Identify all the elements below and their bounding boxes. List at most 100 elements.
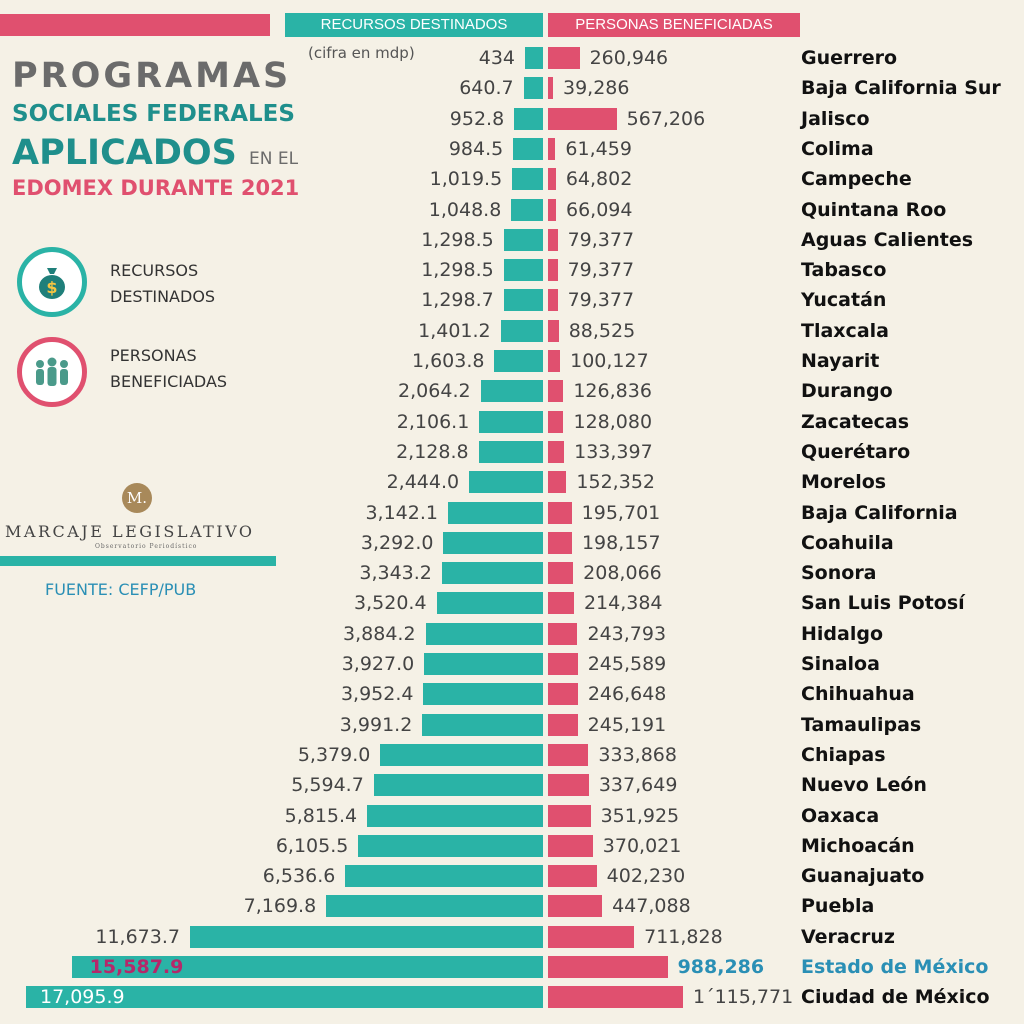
label-personas: 447,088: [612, 895, 691, 918]
state-label: Morelos: [801, 471, 887, 494]
bar-personas: [548, 350, 561, 372]
bar-personas: [548, 380, 564, 403]
label-recursos: 3,884.2: [343, 622, 416, 645]
state-label: Coahuila: [801, 531, 894, 554]
state-label: Durango: [801, 380, 893, 403]
state-label: Guerrero: [801, 47, 898, 69]
logo-mark: M.: [122, 483, 152, 513]
label-personas: 245,191: [587, 713, 667, 736]
label-personas: 79,377: [567, 228, 635, 251]
bar-personas: [548, 683, 578, 706]
bar-recursos: [441, 562, 543, 585]
label-personas: 195,701: [581, 501, 661, 524]
state-label: Tamaulipas: [801, 713, 922, 736]
label-personas: 351,925: [600, 804, 680, 827]
bar-recursos: [511, 198, 543, 221]
bar-personas: [548, 925, 635, 948]
title-line-2: SOCIALES FEDERALES: [12, 101, 295, 127]
bar-recursos: [443, 531, 543, 554]
label-recursos: 1,401.2: [418, 319, 491, 342]
bar-recursos: [422, 713, 543, 736]
title-line-4: EDOMEX DURANTE 2021: [12, 176, 300, 200]
bar-recursos: [503, 289, 543, 312]
label-recursos: 1,298.5: [421, 228, 494, 251]
bar-personas: [548, 865, 597, 888]
unit-note: (cifra en mdp): [308, 44, 415, 62]
label-personas: 128,080: [573, 410, 653, 433]
label-recursos: 3,520.4: [354, 592, 427, 615]
title-line-3: APLICADOS EN EL: [12, 133, 298, 173]
label-recursos: 6,536.6: [262, 865, 336, 888]
bar-recursos: [373, 774, 543, 797]
bar-recursos: [189, 925, 543, 948]
label-recursos: 984.5: [448, 137, 504, 160]
label-personas: 88,525: [568, 319, 636, 342]
bar-personas: [548, 440, 565, 463]
bar-recursos: [494, 350, 543, 372]
label-personas: 79,377: [567, 289, 635, 312]
title-line-1: PROGRAMAS: [12, 56, 292, 96]
state-label: Tlaxcala: [801, 319, 889, 342]
top-accent-bar: [0, 14, 270, 36]
label-personas: 100,127: [570, 350, 649, 372]
state-label: Nuevo León: [801, 774, 927, 797]
state-label: Nayarit: [801, 350, 880, 372]
bar-recursos: [503, 259, 543, 282]
label-personas: 66,094: [565, 198, 633, 221]
bar-recursos: [513, 137, 543, 160]
label-personas: 243,793: [587, 622, 667, 645]
bar-personas: [548, 956, 668, 978]
bar-personas: [548, 774, 589, 797]
state-label: Aguas Calientes: [801, 228, 974, 251]
label-recursos: 640.7: [459, 77, 514, 100]
bar-personas: [548, 198, 556, 221]
state-label: Guanajuato: [801, 865, 925, 888]
state-label: Veracruz: [801, 925, 895, 948]
bar-personas: [548, 622, 578, 645]
state-label: Colima: [801, 137, 874, 160]
bar-recursos: [503, 228, 543, 251]
bar-personas: [548, 562, 574, 585]
bar-personas: [548, 259, 558, 282]
bar-personas: [548, 228, 558, 251]
legend-recursos: RECURSOS DESTINADOS: [110, 261, 216, 306]
bar-recursos: [500, 319, 543, 342]
label-recursos: 2,128.8: [396, 440, 469, 463]
bar-recursos: [514, 107, 543, 130]
state-label: Chihuahua: [801, 683, 915, 706]
label-personas: 711,828: [644, 925, 723, 948]
label-personas: 1´115,771: [693, 986, 794, 1009]
state-label: Yucatán: [801, 289, 887, 312]
label-personas: 208,066: [583, 562, 662, 585]
bar-personas: [548, 501, 572, 524]
legend-personas: PERSONAS BENEFICIADAS: [110, 346, 228, 391]
state-label: Campeche: [801, 168, 912, 191]
label-personas: 260,946: [589, 47, 669, 69]
label-recursos: 3,927.0: [341, 653, 415, 675]
label-recursos: 5,594.7: [291, 774, 364, 797]
label-personas: 126,836: [573, 380, 652, 403]
state-label: Ciudad de México: [801, 986, 990, 1009]
bar-recursos: [26, 986, 543, 1009]
label-recursos: 3,142.1: [365, 501, 438, 524]
bar-recursos: [367, 804, 543, 827]
label-recursos: 1,019.5: [429, 168, 503, 191]
bar-recursos: [425, 622, 543, 645]
state-label: Tabasco: [801, 259, 887, 282]
label-recursos: 1,298.5: [421, 259, 494, 282]
label-personas: 337,649: [598, 774, 678, 797]
label-recursos: 2,106.1: [396, 410, 470, 433]
state-label: Zacatecas: [801, 410, 910, 433]
bar-recursos: [479, 410, 543, 433]
label-recursos: 7,169.8: [243, 895, 317, 918]
bar-personas: [548, 289, 558, 312]
bar-personas: [548, 713, 578, 736]
label-recursos: 3,991.2: [339, 713, 413, 736]
label-personas: 402,230: [606, 865, 686, 888]
label-personas: 246,648: [587, 683, 667, 706]
bar-recursos: [424, 653, 543, 675]
label-recursos: 11,673.7: [95, 925, 180, 948]
state-label: Baja California: [801, 501, 958, 524]
bar-recursos: [469, 471, 543, 494]
bar-recursos: [345, 865, 543, 888]
